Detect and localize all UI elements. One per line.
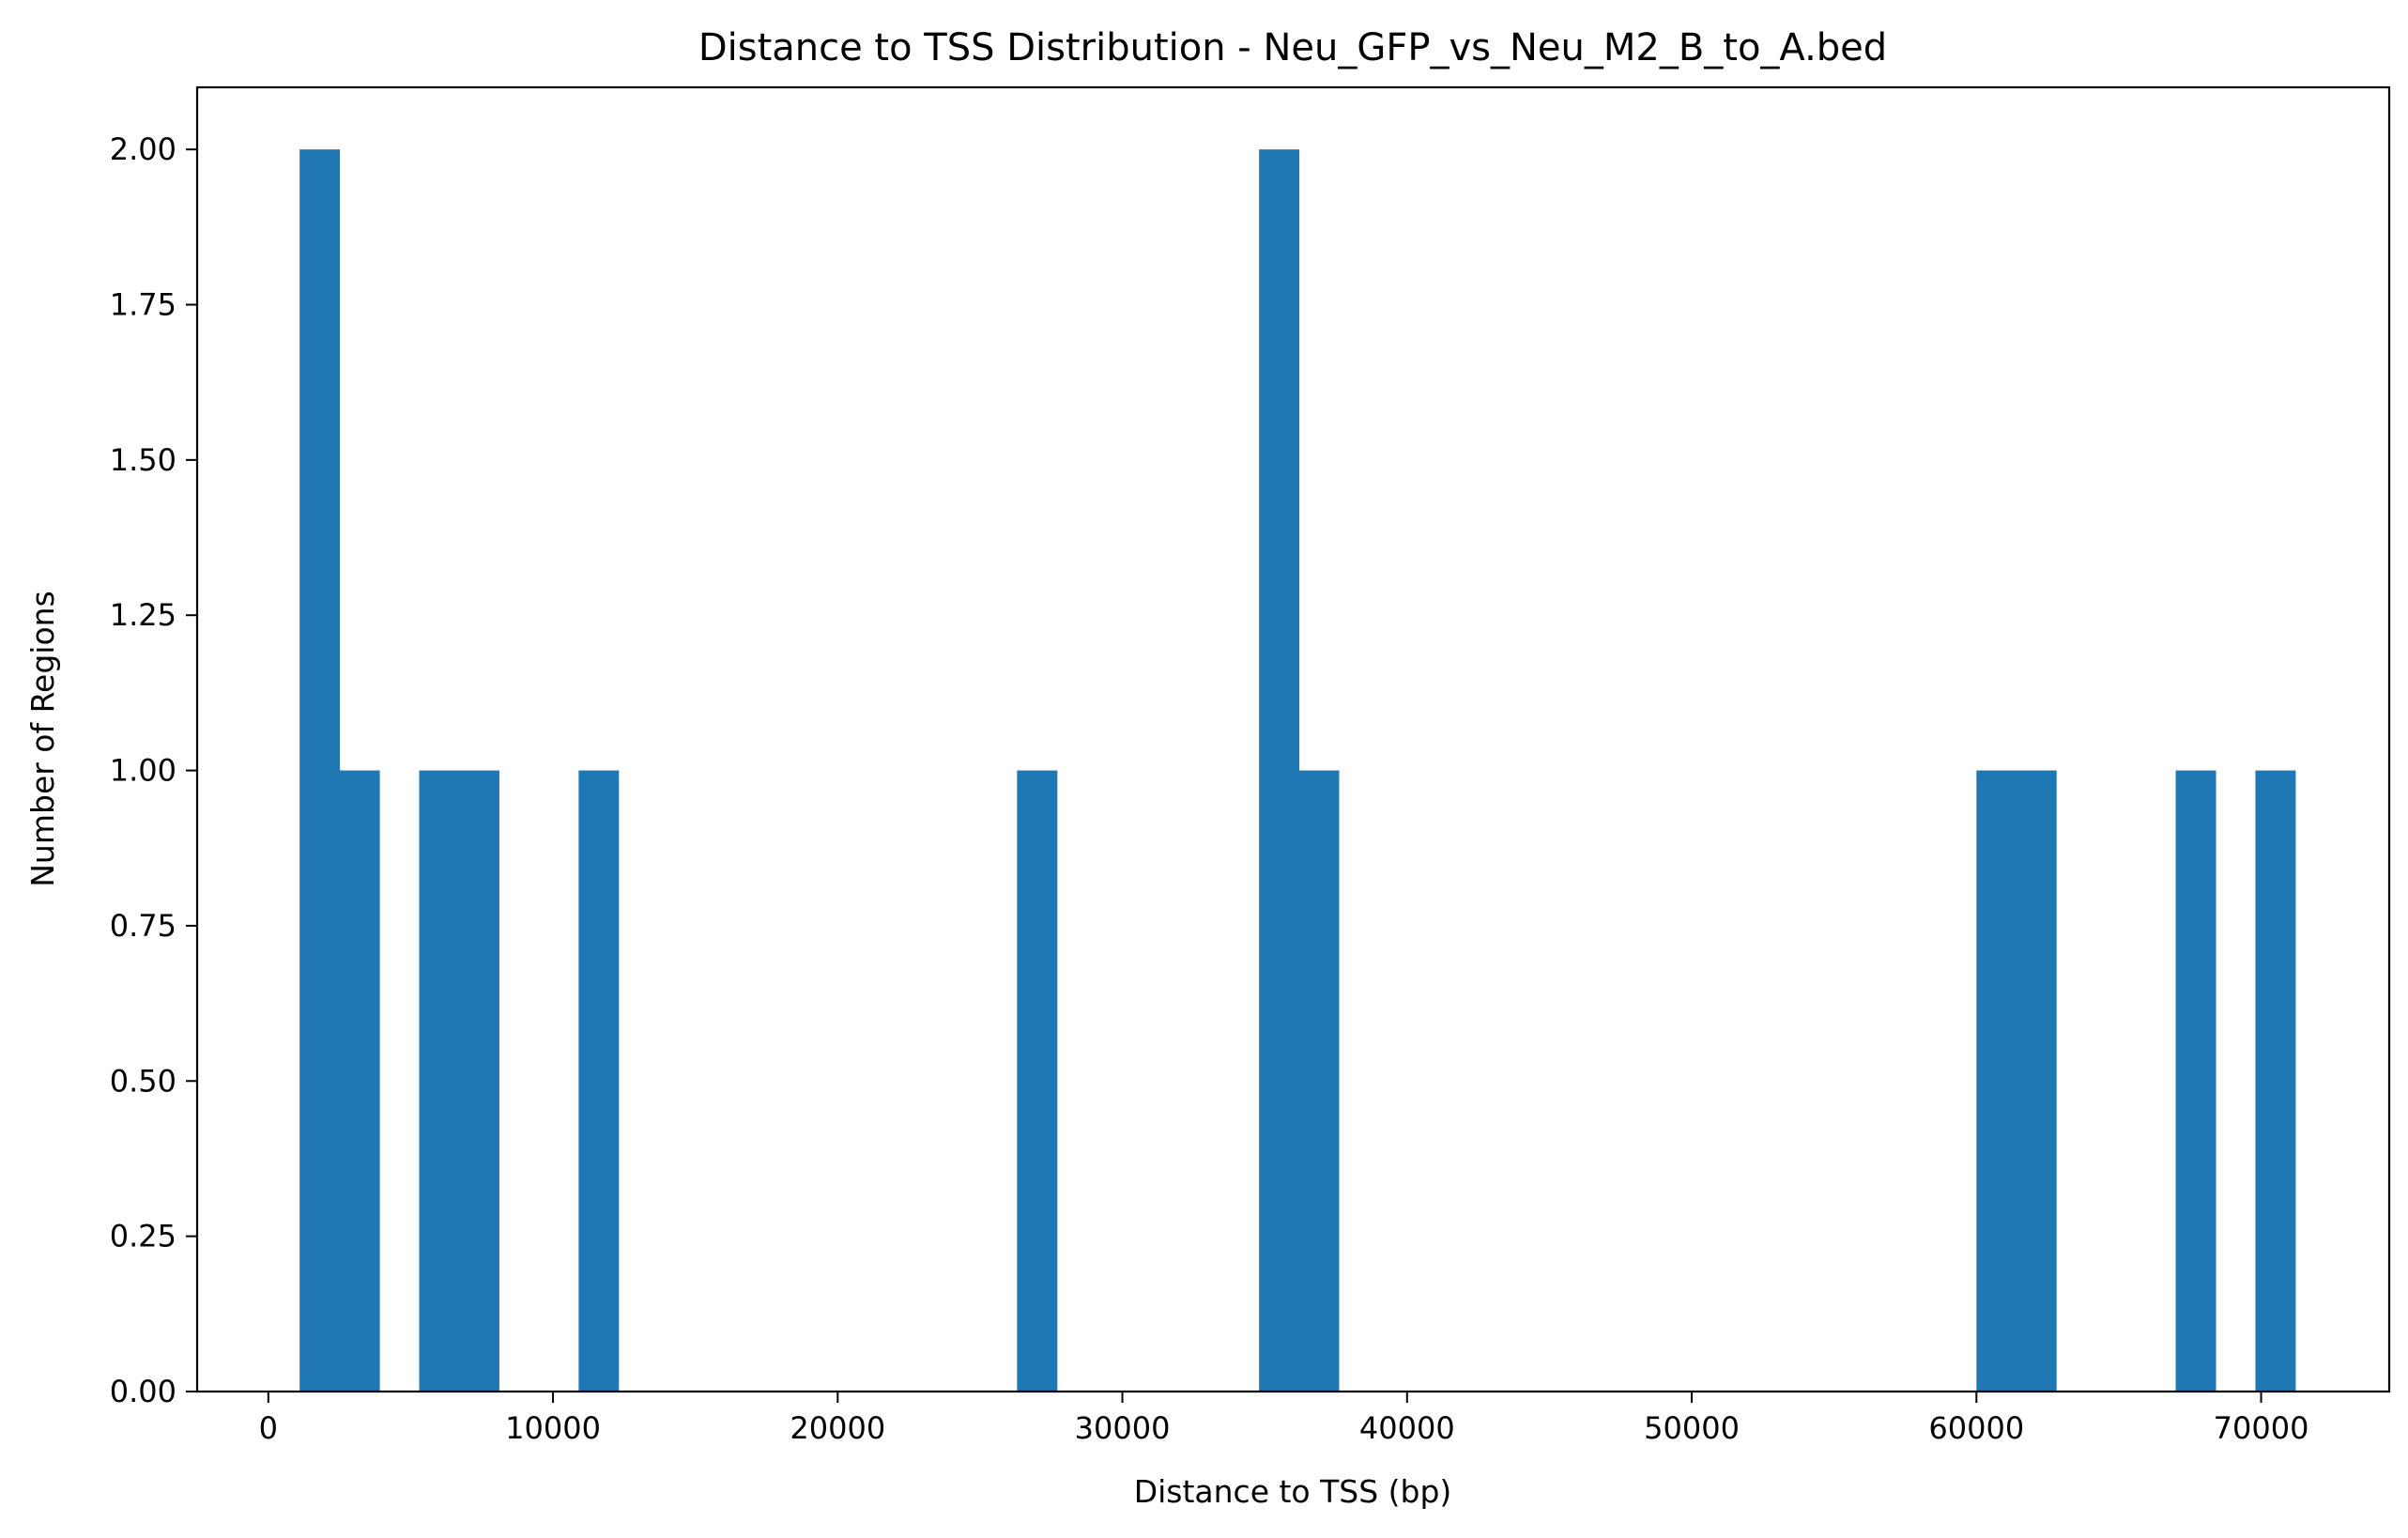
- y-tick-label-7: 1.75: [110, 287, 176, 323]
- x-tick-label-3: 30000: [1075, 1410, 1171, 1446]
- x-axis-ticks: 0 10000 20000 30000 40000 50000 60000 70000: [259, 1392, 2309, 1446]
- x-tick-label-0: 0: [259, 1410, 278, 1446]
- y-axis-label: Number of Regions: [24, 591, 61, 887]
- y-tick-label-0: 0.00: [110, 1374, 176, 1409]
- y-tick-label-2: 0.50: [110, 1063, 176, 1099]
- plot-frame: [195, 85, 2391, 1393]
- y-tick-label-5: 1.25: [110, 597, 176, 633]
- y-tick-label-1: 0.25: [110, 1219, 176, 1254]
- histogram-bar-0: [299, 149, 341, 1392]
- histogram-bar-3: [458, 770, 499, 1392]
- histogram-bar-2: [419, 770, 460, 1392]
- y-axis-ticks: 0.00 0.25 0.50 0.75 1.00 1.25 1.50 1.75 2.00: [110, 131, 197, 1409]
- histogram-bar-9: [2016, 770, 2057, 1392]
- histogram-bar-11: [2255, 770, 2296, 1392]
- x-tick-label-5: 50000: [1644, 1410, 1740, 1446]
- x-tick-label-7: 70000: [2214, 1410, 2309, 1446]
- chart-title: Distance to TSS Distribution - Neu_GFP_v…: [698, 26, 1887, 69]
- y-tick-label-4: 1.00: [110, 753, 176, 789]
- histogram-bar-1: [339, 770, 380, 1392]
- histogram-bar-5: [1017, 770, 1058, 1392]
- histogram-bar-10: [2175, 770, 2216, 1392]
- y-tick-label-3: 0.75: [110, 908, 176, 944]
- x-tick-label-4: 40000: [1359, 1410, 1455, 1446]
- histogram-bar-7: [1298, 770, 1340, 1392]
- histogram-bar-8: [1976, 770, 2017, 1392]
- x-tick-label-1: 10000: [505, 1410, 601, 1446]
- x-tick-label-6: 60000: [1928, 1410, 2024, 1446]
- y-tick-label-6: 1.50: [110, 442, 176, 478]
- x-tick-label-2: 20000: [790, 1410, 885, 1446]
- histogram-bar-6: [1259, 149, 1300, 1392]
- y-tick-label-8: 2.00: [110, 131, 176, 167]
- histogram-bar-4: [578, 770, 620, 1392]
- bars-group: [299, 149, 2296, 1392]
- x-axis-label: Distance to TSS (bp): [1134, 1473, 1452, 1510]
